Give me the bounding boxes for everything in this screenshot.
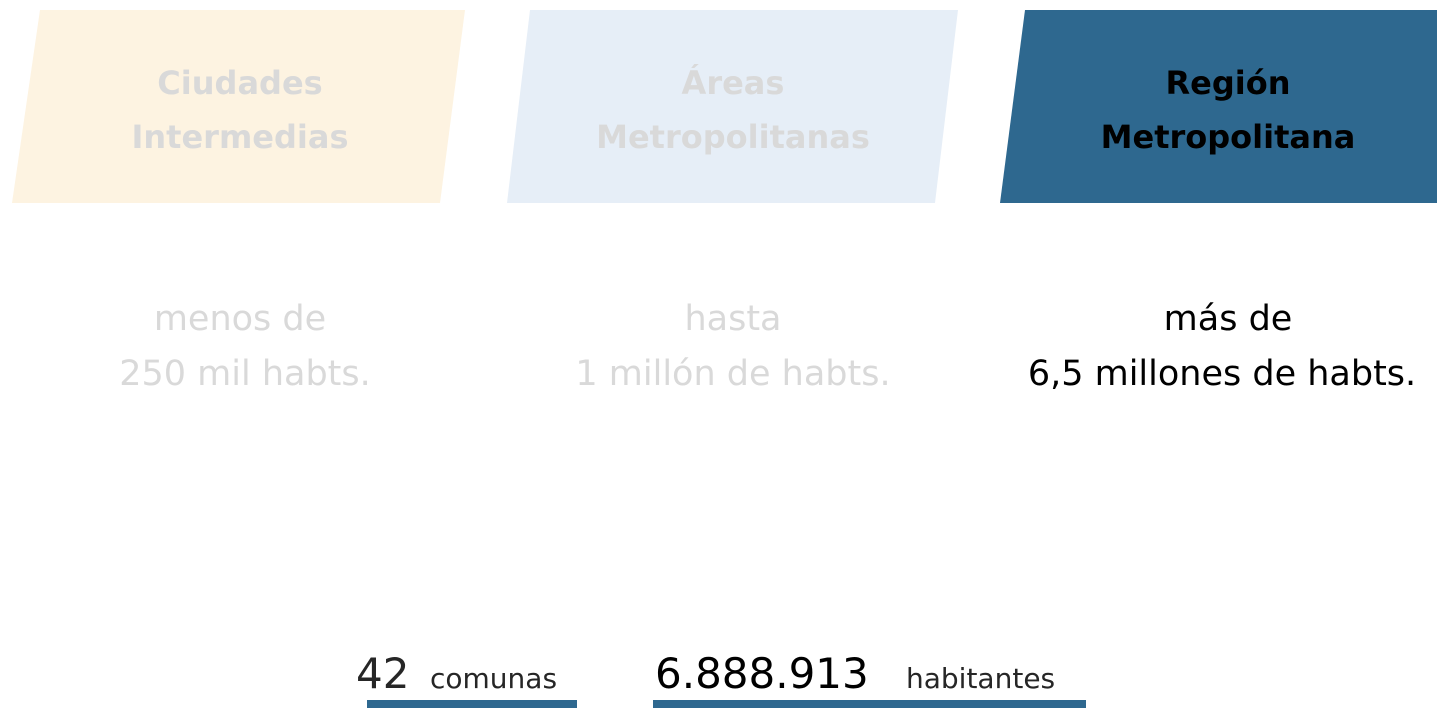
stat-underline	[367, 700, 577, 708]
card-description: menos de	[154, 299, 326, 339]
card-description: 6,5 millones de habts.	[1028, 354, 1416, 394]
card-shape	[507, 10, 958, 203]
stat-underline	[653, 700, 1086, 708]
card-description: 250 mil habts.	[119, 354, 371, 394]
card-description: 1 millón de habts.	[575, 354, 890, 394]
card-title: Áreas	[682, 64, 785, 102]
stat-label: habitantes	[906, 662, 1055, 695]
card-description: más de	[1164, 299, 1293, 339]
card-title: Región	[1166, 64, 1291, 102]
card-title: Metropolitana	[1101, 118, 1356, 156]
stat-number: 42	[356, 649, 409, 698]
card-title: Metropolitanas	[596, 118, 870, 156]
card-title: Ciudades	[157, 64, 322, 102]
card-title: Intermedias	[131, 118, 348, 156]
card-description: hasta	[684, 299, 781, 339]
card-shape	[1000, 10, 1437, 203]
card-shape	[12, 10, 465, 203]
stat-label: comunas	[430, 662, 557, 695]
stat-number: 6.888.913	[655, 649, 869, 698]
